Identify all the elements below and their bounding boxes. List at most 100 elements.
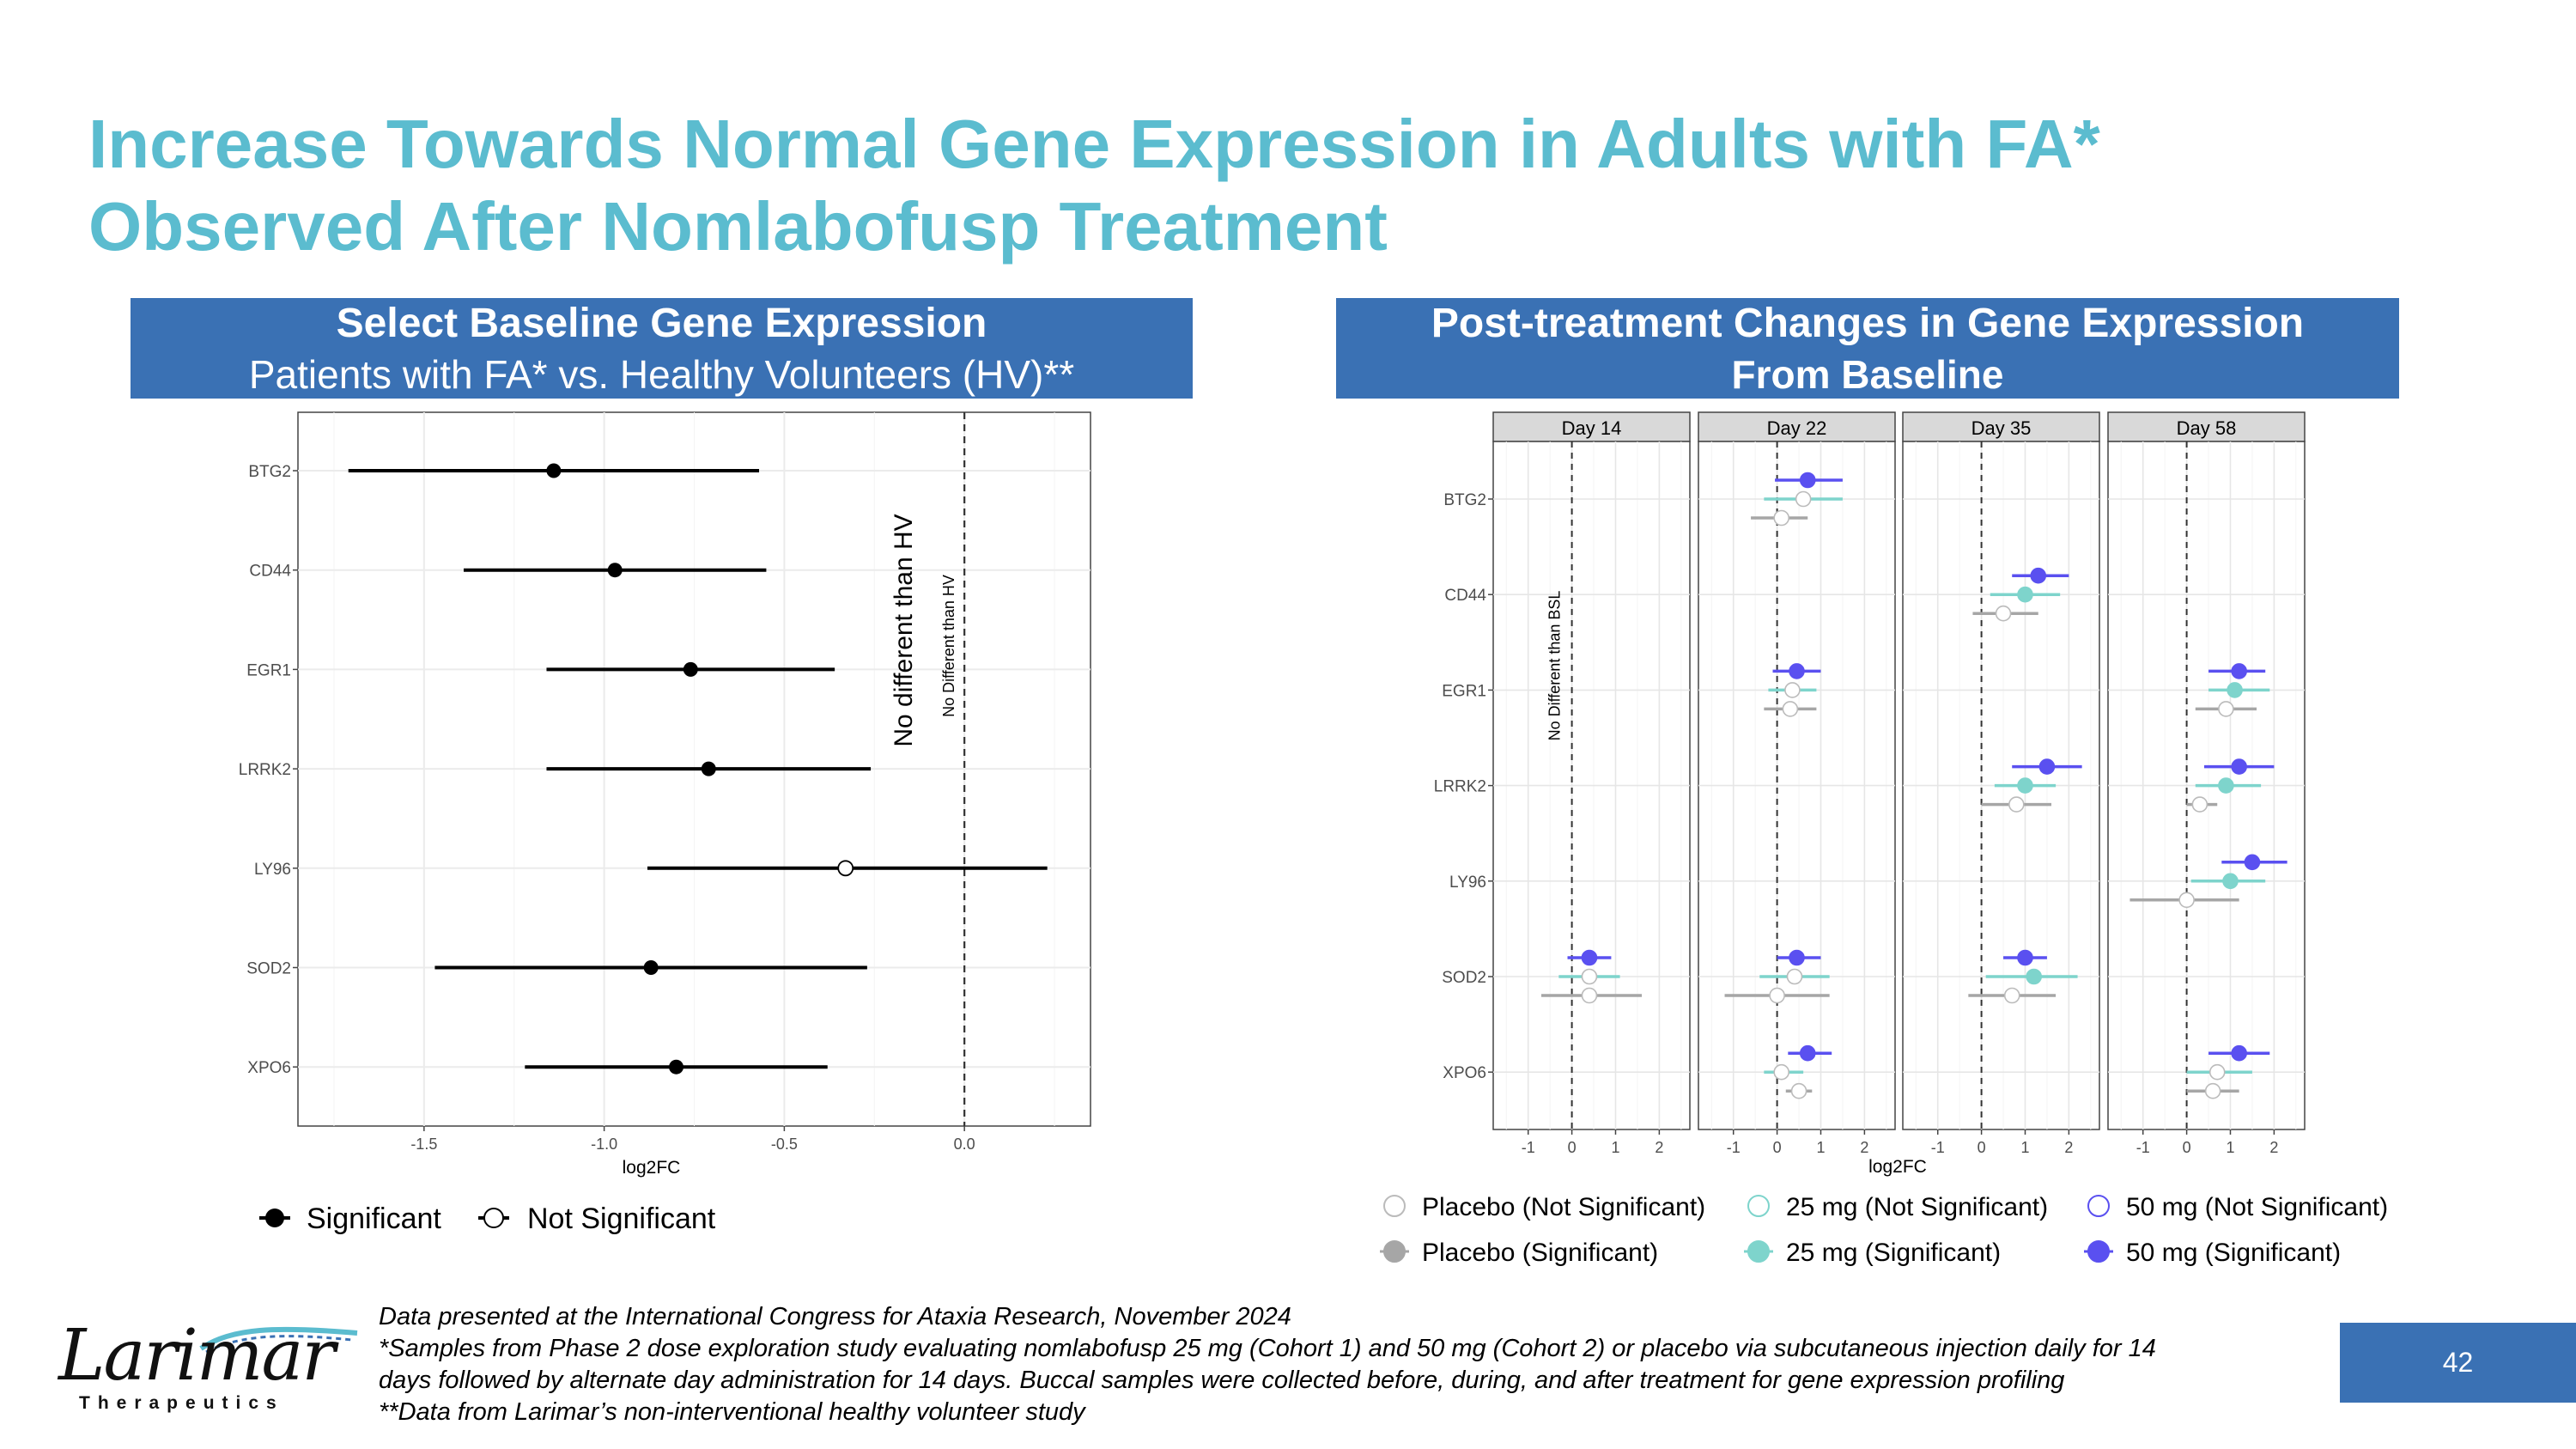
point-sod2-25mg [1581,968,1598,985]
point-lrrk2-placebo [2191,796,2208,813]
x-tick-label: 0 [1978,1139,1986,1156]
y-tick-label: CD44 [1444,587,1486,605]
page-number: 42 [2340,1323,2576,1403]
point-lrrk2-25mg [2017,777,2033,794]
legend-label: Placebo (Significant) [1422,1239,1658,1267]
point-lrrk2-25mg [2218,777,2234,794]
point-btg2-25mg [1795,490,1812,508]
x-tick-label: 0 [2183,1139,2191,1156]
point-ly96-50mg [2244,854,2261,871]
legend-label: 50 mg (Significant) [2126,1239,2341,1267]
y-tick-label: EGR1 [246,661,291,679]
x-tick-label: -1 [1931,1139,1945,1156]
y-tick-label: XPO6 [247,1059,291,1077]
footnote-line1: Data presented at the International Cong… [379,1303,1291,1330]
y-tick-label: BTG2 [248,463,291,481]
point-sod2-50mg [2017,949,2033,966]
point-sod2-50mg [1789,949,1805,966]
point-btg2-50mg [1799,472,1816,489]
post-treatment-facet-plot: Day 14 -1 0 1 2 Day 22 -1 0 1 2 Day 35 -1 0 1 2 Day 58 -… [1380,411,2388,1267]
point-egr1-placebo [1782,701,1799,717]
right-header-line2: From Baseline [1731,352,2004,397]
footnotes: Data presented at the International Cong… [379,1301,2319,1428]
point-btg2 [546,463,562,478]
reference-line-label: No Different than HV [940,575,957,717]
x-tick-label: -1.0 [591,1135,617,1153]
facet-label: Day 35 [1971,417,2032,439]
y-tick-label: LY96 [254,861,291,879]
point-sod2-placebo [1581,987,1598,1004]
x-tick-label: 0 [1568,1139,1577,1156]
x-tick-label: 1 [1611,1139,1619,1156]
left-header-line2: Patients with FA* vs. Healthy Volunteers… [248,352,1075,397]
point-ly96 [837,860,854,877]
point-ly96-placebo [2178,892,2195,909]
logo-name: Larimar [58,1315,336,1397]
x-axis-label: log2FC [623,1158,681,1178]
point-cd44-25mg [2017,586,2033,603]
point-cd44-50mg [2030,567,2047,584]
y-tick-label: LRRK2 [239,761,291,779]
point-xpo6-50mg [1799,1044,1816,1062]
facet-strip-day-35 [1902,411,2100,442]
right-panel-header: Post-treatment Changes in Gene Expressio… [1336,298,2399,399]
legend-label: 50 mg (Not Significant) [2126,1193,2388,1221]
right-header-line1: Post-treatment Changes in Gene Expressio… [1431,301,2305,346]
slide-title-line2: Observed After Nomlabofusp Treatment [88,188,1388,265]
x-tick-label: -1 [1522,1139,1535,1156]
x-tick-label: -1 [1727,1139,1741,1156]
legend-marker [1747,1240,1770,1263]
left-panel-header: Select Baseline Gene Expression Patients… [131,298,1193,399]
x-tick-label: 2 [1860,1139,1868,1156]
facet-strip-day-14 [1492,411,1691,442]
x-tick-label: 0 [1773,1139,1782,1156]
point-egr1-25mg [1784,682,1801,698]
facet-label: Day 58 [2177,417,2237,439]
facet-strip-day-58 [2107,411,2306,442]
left-header-line1: Select Baseline Gene Expression [336,301,987,346]
legend-not-significant-marker [483,1208,504,1228]
x-tick-label: 1 [2020,1139,2029,1156]
point-xpo6-50mg [2231,1044,2247,1062]
y-tick-label: CD44 [249,563,291,581]
point-egr1-50mg [1789,663,1805,679]
x-tick-label: 2 [1655,1139,1663,1156]
legend-not-significant-label: Not Significant [527,1202,716,1235]
point-xpo6-25mg [1773,1063,1789,1081]
x-tick-label: -1.5 [410,1135,437,1153]
point-xpo6 [669,1059,684,1075]
wave-icon [199,1326,358,1354]
footnote-line3: days followed by alternate day administr… [379,1367,2065,1394]
legend-marker [2087,1195,2110,1217]
y-tick-label: EGR1 [1442,682,1486,700]
point-cd44 [607,563,623,578]
x-tick-label: 1 [1816,1139,1825,1156]
y-tick-label: LY96 [1449,874,1486,892]
point-sod2-placebo [2003,987,2020,1004]
legend-significant-marker [265,1209,284,1227]
point-xpo6-25mg [2208,1063,2226,1081]
x-tick-label: 1 [2226,1139,2234,1156]
point-egr1-25mg [2227,682,2243,698]
x-tick-label: 2 [2269,1139,2278,1156]
facet-label: Day 14 [1562,417,1622,439]
y-tick-label: SOD2 [1442,969,1486,987]
legend-marker [1383,1195,1406,1217]
legend-marker [1747,1195,1770,1217]
legend-marker [1383,1240,1406,1263]
facet-strip-day-22 [1698,411,1896,442]
slide-title: Increase Towards Normal Gene Expression … [88,103,2321,268]
slide-title-line1: Increase Towards Normal Gene Expression … [88,106,2100,182]
point-sod2-50mg [1581,949,1598,966]
point-lrrk2-placebo [2008,796,2025,813]
point-sod2-25mg [2026,968,2042,985]
point-cd44-placebo [1995,605,2012,622]
point-ly96-25mg [2222,873,2239,890]
point-sod2-placebo [1769,987,1785,1004]
point-egr1-50mg [2231,663,2247,679]
point-xpo6-placebo [2204,1082,2221,1099]
larimar-logo: Larimar Therapeutics [53,1314,358,1417]
footnote-line4: **Data from Larimar’s non-interventional… [379,1398,1085,1426]
baseline-forest-plot: No Different than HV No different than HV… [239,411,1091,1235]
logo-subtitle: Therapeutics [79,1393,284,1413]
